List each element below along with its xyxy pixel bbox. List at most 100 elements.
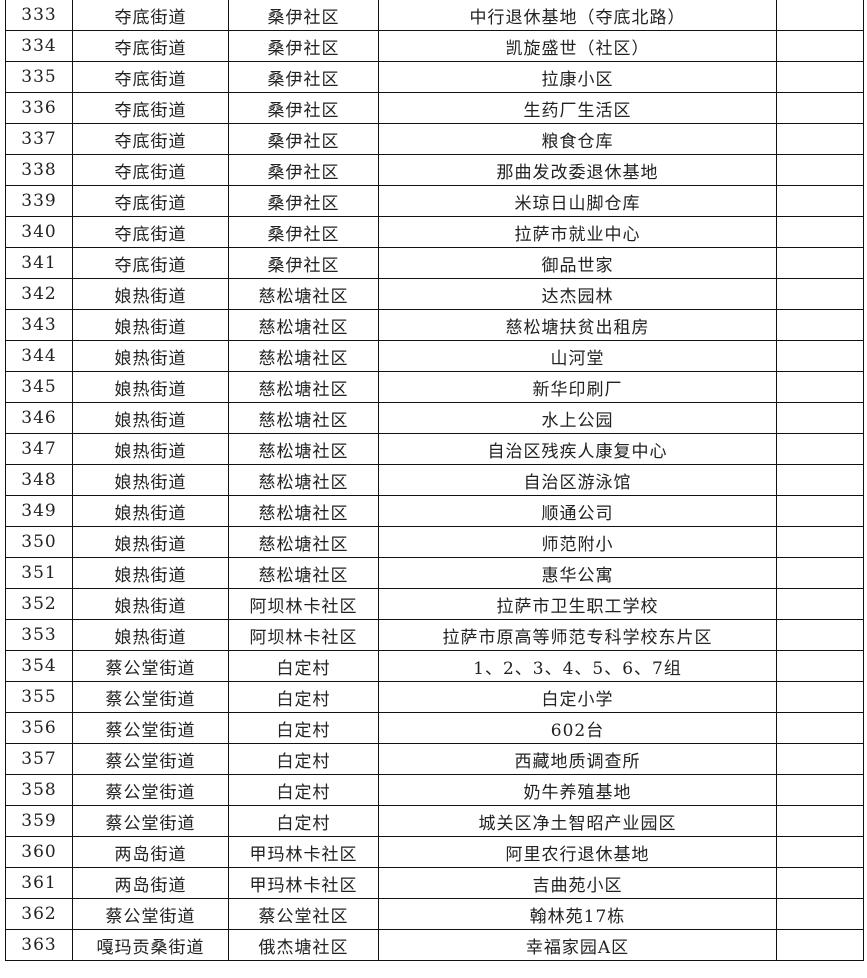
cell-location: 拉萨市卫生职工学校 <box>378 588 777 620</box>
cell-community: 桑伊社区 <box>228 123 379 155</box>
cell-street: 娘热街道 <box>72 340 229 372</box>
cell-remark <box>776 898 864 930</box>
cell-row-number: 349 <box>5 495 73 527</box>
cell-row-number: 336 <box>5 92 73 124</box>
cell-remark <box>776 805 864 837</box>
cell-remark <box>776 588 864 620</box>
cell-street: 蔡公堂街道 <box>72 805 229 837</box>
table-row: 334 夺底街道 桑伊社区 凯旋盛世（社区） <box>5 30 864 62</box>
cell-location: 凯旋盛世（社区） <box>378 30 777 62</box>
cell-row-number: 356 <box>5 712 73 744</box>
cell-remark <box>776 61 864 93</box>
cell-row-number: 341 <box>5 247 73 279</box>
cell-street: 夺底街道 <box>72 61 229 93</box>
cell-location: 西藏地质调查所 <box>378 743 777 775</box>
cell-community: 甲玛林卡社区 <box>228 836 379 868</box>
cell-street: 蔡公堂街道 <box>72 650 229 682</box>
cell-row-number: 337 <box>5 123 73 155</box>
cell-remark <box>776 154 864 186</box>
cell-street: 夺底街道 <box>72 154 229 186</box>
cell-street: 夺底街道 <box>72 0 229 31</box>
cell-community: 桑伊社区 <box>228 0 379 31</box>
table-row: 356 蔡公堂街道 白定村 602台 <box>5 712 864 744</box>
cell-community: 阿坝林卡社区 <box>228 588 379 620</box>
cell-street: 蔡公堂街道 <box>72 681 229 713</box>
cell-street: 娘热街道 <box>72 588 229 620</box>
table-row: 344 娘热街道 慈松塘社区 山河堂 <box>5 340 864 372</box>
cell-street: 娘热街道 <box>72 526 229 558</box>
table-row: 352 娘热街道 阿坝林卡社区 拉萨市卫生职工学校 <box>5 588 864 620</box>
cell-row-number: 346 <box>5 402 73 434</box>
cell-location: 拉萨市原高等师范专科学校东片区 <box>378 619 777 651</box>
cell-location: 米琼日山脚仓库 <box>378 185 777 217</box>
table-row: 340 夺底街道 桑伊社区 拉萨市就业中心 <box>5 216 864 248</box>
cell-row-number: 343 <box>5 309 73 341</box>
cell-row-number: 344 <box>5 340 73 372</box>
cell-row-number: 362 <box>5 898 73 930</box>
table-row: 358 蔡公堂街道 白定村 奶牛养殖基地 <box>5 774 864 806</box>
cell-remark <box>776 526 864 558</box>
cell-remark <box>776 929 864 961</box>
cell-row-number: 338 <box>5 154 73 186</box>
cell-row-number: 360 <box>5 836 73 868</box>
cell-location: 幸福家园A区 <box>378 929 777 961</box>
table-row: 342 娘热街道 慈松塘社区 达杰园林 <box>5 278 864 310</box>
cell-remark <box>776 495 864 527</box>
cell-street: 夺底街道 <box>72 247 229 279</box>
cell-remark <box>776 433 864 465</box>
cell-location: 城关区净土智昭产业园区 <box>378 805 777 837</box>
cell-community: 桑伊社区 <box>228 30 379 62</box>
cell-community: 慈松塘社区 <box>228 402 379 434</box>
cell-location: 602台 <box>378 712 777 744</box>
cell-row-number: 363 <box>5 929 73 961</box>
cell-remark <box>776 247 864 279</box>
cell-location: 吉曲苑小区 <box>378 867 777 899</box>
cell-community: 桑伊社区 <box>228 216 379 248</box>
cell-remark <box>776 681 864 713</box>
table-row: 353 娘热街道 阿坝林卡社区 拉萨市原高等师范专科学校东片区 <box>5 619 864 651</box>
cell-remark <box>776 216 864 248</box>
cell-street: 两岛街道 <box>72 867 229 899</box>
cell-location: 拉萨市就业中心 <box>378 216 777 248</box>
cell-row-number: 348 <box>5 464 73 496</box>
cell-row-number: 335 <box>5 61 73 93</box>
cell-remark <box>776 867 864 899</box>
cell-street: 夺底街道 <box>72 92 229 124</box>
cell-location: 顺通公司 <box>378 495 777 527</box>
cell-remark <box>776 712 864 744</box>
table-row: 360 两岛街道 甲玛林卡社区 阿里农行退休基地 <box>5 836 864 868</box>
cell-location: 自治区游泳馆 <box>378 464 777 496</box>
cell-community: 慈松塘社区 <box>228 557 379 589</box>
cell-location: 御品世家 <box>378 247 777 279</box>
cell-community: 慈松塘社区 <box>228 495 379 527</box>
cell-row-number: 333 <box>5 0 73 31</box>
cell-location: 翰林苑17栋 <box>378 898 777 930</box>
cell-street: 娘热街道 <box>72 495 229 527</box>
cell-remark <box>776 340 864 372</box>
cell-community: 白定村 <box>228 743 379 775</box>
table-row: 346 娘热街道 慈松塘社区 水上公园 <box>5 402 864 434</box>
cell-location: 阿里农行退休基地 <box>378 836 777 868</box>
cell-remark <box>776 30 864 62</box>
cell-location: 生药厂生活区 <box>378 92 777 124</box>
cell-location: 奶牛养殖基地 <box>378 774 777 806</box>
table-row: 349 娘热街道 慈松塘社区 顺通公司 <box>5 495 864 527</box>
cell-remark <box>776 92 864 124</box>
community-table: 333 夺底街道 桑伊社区 中行退休基地（夺底北路） 334 夺底街道 桑伊社区 凯旋盛世（社… <box>5 0 864 961</box>
cell-remark <box>776 743 864 775</box>
cell-community: 慈松塘社区 <box>228 309 379 341</box>
cell-location: 水上公园 <box>378 402 777 434</box>
cell-row-number: 357 <box>5 743 73 775</box>
cell-community: 白定村 <box>228 805 379 837</box>
table-row: 359 蔡公堂街道 白定村 城关区净土智昭产业园区 <box>5 805 864 837</box>
table-row: 339 夺底街道 桑伊社区 米琼日山脚仓库 <box>5 185 864 217</box>
cell-street: 夺底街道 <box>72 123 229 155</box>
cell-street: 两岛街道 <box>72 836 229 868</box>
table-row: 333 夺底街道 桑伊社区 中行退休基地（夺底北路） <box>5 0 864 31</box>
cell-row-number: 342 <box>5 278 73 310</box>
cell-community: 阿坝林卡社区 <box>228 619 379 651</box>
cell-location: 白定小学 <box>378 681 777 713</box>
cell-community: 桑伊社区 <box>228 61 379 93</box>
cell-community: 甲玛林卡社区 <box>228 867 379 899</box>
cell-community: 桑伊社区 <box>228 247 379 279</box>
